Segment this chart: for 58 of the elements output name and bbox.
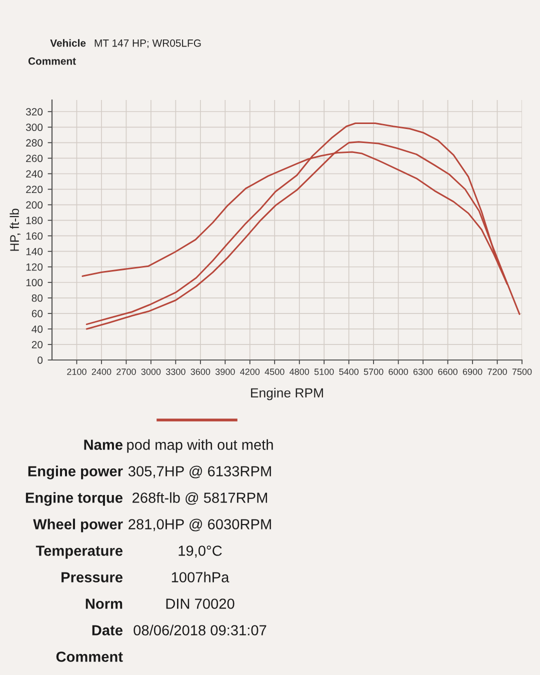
text: Wheel power — [33, 518, 123, 532]
x-axis-title: Engine RPM — [251, 388, 323, 400]
text: Vehicle — [50, 39, 86, 47]
text: 268ft-lb @ 5817RPM — [132, 492, 268, 505]
text: Norm — [86, 598, 122, 609]
y-tick-label: 160 — [26, 232, 43, 240]
text: Engine torque — [26, 492, 123, 506]
text: Pressure — [62, 572, 123, 582]
y-tick-label: 280 — [26, 139, 43, 147]
x-tick-label: 6900 — [462, 368, 482, 375]
x-tick-label: 5100 — [314, 368, 334, 375]
x-tick-label: 3300 — [166, 368, 186, 375]
text: Comment — [28, 57, 76, 65]
y-tick-label: 20 — [32, 340, 43, 348]
y-tick-label: 120 — [26, 263, 43, 271]
text: Engine power — [28, 466, 123, 480]
y-tick-label: 260 — [26, 154, 43, 162]
x-tick-label: 5400 — [339, 368, 359, 375]
x-tick-label: 6000 — [388, 368, 408, 375]
text: 1007hPa — [172, 572, 230, 582]
x-tick-label: 2700 — [116, 368, 136, 375]
x-tick-label: 6600 — [438, 368, 458, 375]
text: Temperature — [36, 546, 123, 559]
x-tick-label: 3000 — [141, 368, 161, 375]
x-tick-label: 5700 — [364, 368, 384, 375]
y-tick-label: 80 — [32, 294, 43, 302]
y-tick-label: 180 — [26, 216, 43, 224]
y-tick-label: 140 — [26, 248, 43, 256]
text: Name — [84, 440, 123, 450]
text: 19,0°C — [178, 546, 222, 558]
x-tick-label: 7200 — [488, 368, 507, 375]
y-tick-label: 100 — [26, 278, 43, 286]
y-tick-label: 200 — [26, 201, 43, 209]
text: 305,7HP @ 6133RPM — [128, 466, 271, 478]
x-tick-label: 4200 — [240, 368, 260, 375]
text: 08/06/2018 09:31:07 — [134, 624, 266, 636]
x-tick-label: 3600 — [190, 368, 210, 375]
x-tick-label: 4500 — [264, 368, 284, 375]
text: DIN 70020 — [166, 598, 234, 609]
y-tick-label: 60 — [32, 310, 43, 318]
text: Date — [92, 625, 123, 636]
text: MT 147 HP; WR05LFG — [94, 39, 201, 48]
x-tick-label: 6300 — [413, 368, 433, 375]
y-tick-label: 0 — [38, 356, 43, 364]
x-tick-label: 7500 — [512, 368, 532, 375]
text: pod map with out meth — [127, 439, 273, 453]
x-tick-label: 2400 — [92, 368, 112, 375]
y-tick-label: 40 — [32, 325, 43, 333]
text: Comment — [56, 652, 123, 662]
x-tick-label: 4800 — [290, 368, 310, 375]
y-tick-label: 320 — [26, 108, 43, 116]
y-axis-title: HP, ft-lb — [10, 208, 20, 251]
text: 281,0HP @ 6030RPM — [128, 518, 271, 532]
x-tick-label: 2100 — [67, 368, 86, 375]
y-tick-label: 300 — [26, 124, 43, 132]
y-tick-label: 220 — [26, 186, 43, 194]
x-tick-label: 3900 — [215, 368, 235, 375]
y-tick-label: 240 — [26, 170, 43, 178]
